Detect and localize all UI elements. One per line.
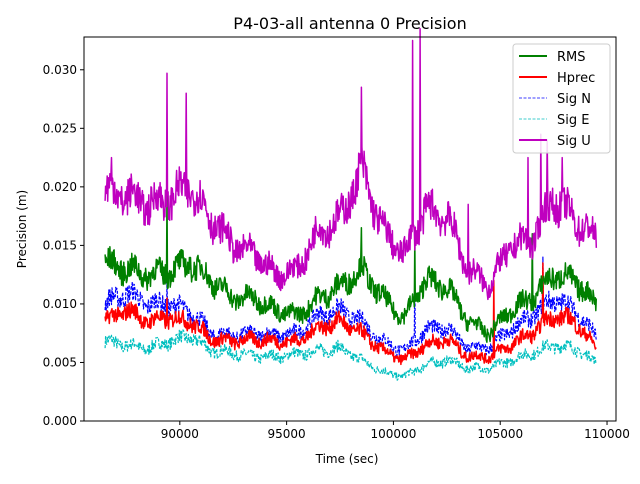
legend-label: Sig N — [557, 92, 591, 107]
series-sig-e — [104, 329, 597, 381]
series-line — [104, 191, 598, 343]
series-line — [104, 329, 597, 381]
y-tick-label: 0.030 — [43, 63, 77, 77]
series-line — [104, 256, 597, 357]
series-rms — [104, 191, 598, 343]
legend-label: Sig U — [557, 134, 591, 149]
legend-label: Hprec — [557, 71, 595, 86]
y-tick-label: 0.025 — [43, 121, 77, 135]
plot-frame — [83, 36, 617, 422]
series-sig-u — [104, 28, 598, 301]
x-tick-label: 110000 — [584, 427, 630, 441]
y-tick-label: 0.000 — [43, 414, 77, 428]
axis-ticks: 90000 95000 100000 105000 110000 0.000 0.005 0.… — [43, 63, 630, 441]
x-tick-label: 100000 — [371, 427, 417, 441]
legend-label: RMS — [557, 50, 586, 65]
legend: RMS Hprec Sig N Sig E Sig U — [512, 43, 611, 154]
legend-label: Sig E — [557, 113, 589, 128]
y-axis-label: Precision (m) — [15, 190, 29, 268]
y-tick-label: 0.020 — [43, 180, 77, 194]
series-hprec — [104, 262, 597, 366]
x-tick-label: 105000 — [477, 427, 523, 441]
series-sig-n — [104, 256, 597, 357]
y-tick-label: 0.015 — [43, 238, 77, 252]
legend-box — [512, 43, 611, 154]
series-layer — [104, 28, 598, 381]
x-axis-label: Time (sec) — [315, 452, 379, 466]
x-tick-label: 90000 — [161, 427, 199, 441]
series-line — [104, 28, 598, 301]
y-tick-label: 0.010 — [43, 297, 77, 311]
series-line — [104, 262, 597, 366]
x-tick-label: 95000 — [268, 427, 306, 441]
y-tick-label: 0.005 — [43, 355, 77, 369]
chart-title: P4-03-all antenna 0 Precision — [233, 14, 466, 33]
